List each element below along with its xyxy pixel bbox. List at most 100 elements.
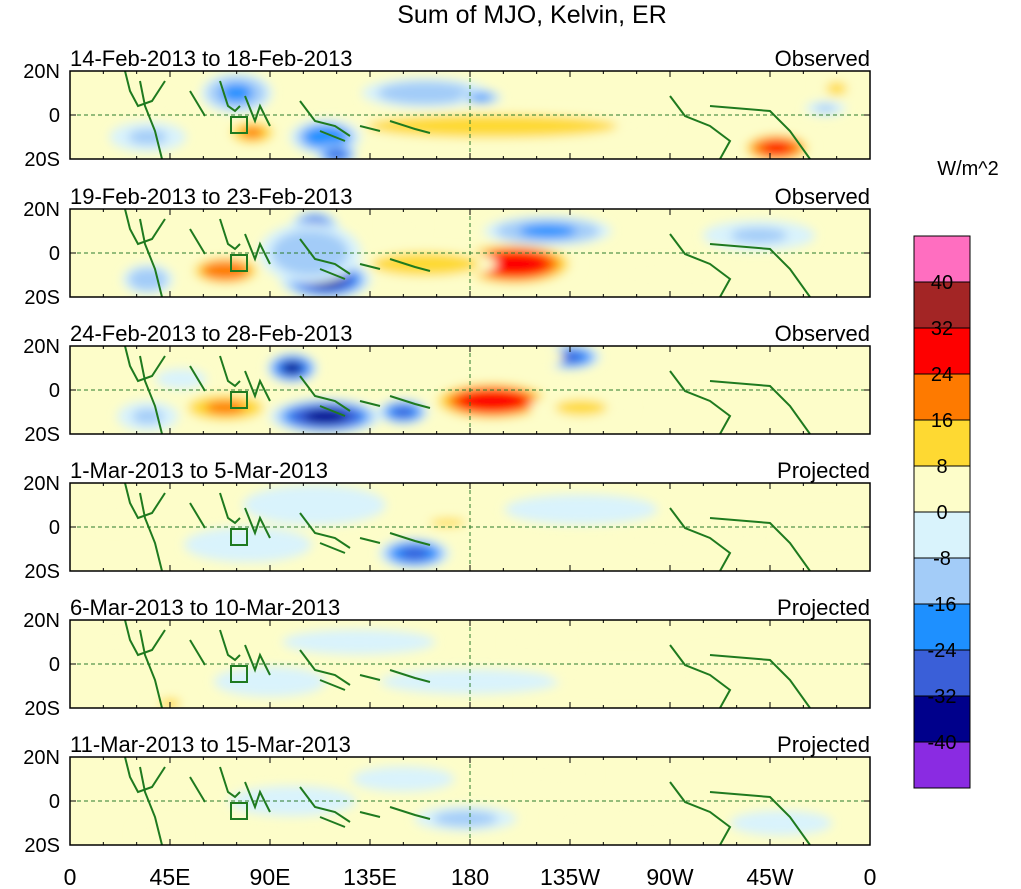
x-tick-label: 45W [746, 864, 794, 889]
region-box [230, 665, 248, 683]
y-tick-label: 20S [24, 287, 60, 309]
y-tick-label: 20N [23, 61, 60, 83]
anomaly-blob [429, 518, 466, 527]
anomaly-blob [577, 667, 674, 683]
x-tick-label: 0 [864, 864, 877, 889]
panel-date-range: 14-Feb-2013 to 18-Feb-2013 [70, 46, 353, 71]
y-tick-label: 20N [23, 473, 60, 495]
anomaly-blob [517, 634, 556, 650]
x-tick-label: 135E [343, 864, 397, 889]
anomaly-blob [399, 547, 430, 560]
colorbar-swatch [913, 419, 971, 467]
colorbar-swatch [913, 327, 971, 375]
anomaly-blob [826, 82, 848, 96]
anomaly-blob [488, 254, 541, 274]
anomaly-blob [637, 265, 703, 285]
anomaly-blob [466, 392, 519, 410]
anomaly-blob [519, 224, 577, 238]
anomaly-blob [557, 351, 583, 363]
y-tick-label: 20S [24, 698, 60, 720]
panel-field [109, 72, 858, 159]
anomaly-blob [282, 362, 303, 374]
anomaly-blob [407, 118, 577, 134]
region-box [230, 528, 248, 546]
x-tick-label: 45E [150, 864, 191, 889]
anomaly-blob [310, 634, 408, 650]
colorbar-swatch [913, 511, 971, 559]
panel: 24-Feb-2013 to 28-Feb-2013 Observed 20N 0 20… [23, 321, 871, 446]
colorbar-swatch [913, 281, 971, 329]
anomaly-blob [390, 220, 417, 233]
colorbar-swatch [913, 649, 971, 697]
anomaly-blob [577, 810, 674, 827]
anomaly-blob [234, 672, 306, 692]
anomaly-blob [413, 673, 527, 690]
panel-status: Observed [775, 184, 870, 209]
panels-group: 14-Feb-2013 to 18-Feb-2013 Observed 20N 0 20… [23, 46, 871, 857]
panel-field [133, 761, 833, 845]
x-tick-label: 180 [451, 864, 489, 889]
panel-date-range: 11-Mar-2013 to 15-Mar-2013 [70, 732, 351, 757]
coastline [124, 620, 811, 708]
x-axis: 0 45E 90E 135E 180 135W 90W 45W 0 [64, 864, 877, 889]
anomaly-blob [730, 227, 788, 244]
anomaly-blob [748, 815, 814, 831]
coastline [124, 71, 811, 159]
panel-date-range: 1-Mar-2013 to 5-Mar-2013 [70, 458, 328, 483]
y-tick-label: 20S [24, 424, 60, 446]
colorbar-label: 8 [936, 456, 947, 478]
y-tick-label: 20S [24, 561, 60, 583]
coastline [124, 757, 811, 845]
y-tick-label: 20N [23, 199, 60, 221]
y-tick-label: 0 [49, 380, 60, 402]
anomaly-blob [433, 810, 498, 827]
anomaly-blob [536, 766, 582, 783]
y-tick-label: 0 [49, 517, 60, 539]
panel-field [117, 346, 633, 434]
colorbar-swatch [913, 741, 971, 789]
panel-status: Projected [777, 595, 870, 620]
x-tick-label: 0 [64, 864, 77, 889]
panel: 6-Mar-2013 to 10-Mar-2013 Projected 20N 0 20… [23, 595, 871, 720]
anomaly-blob [328, 150, 346, 159]
panel-date-range: 24-Feb-2013 to 28-Feb-2013 [70, 321, 353, 346]
anomaly-blob [303, 409, 348, 424]
colorbar-swatch [913, 465, 971, 513]
y-tick-label: 20N [23, 610, 60, 632]
panel-status: Observed [775, 46, 870, 71]
anomaly-blob [205, 400, 247, 415]
anomaly-blob [98, 508, 131, 524]
colorbar-label: -32 [928, 686, 957, 708]
y-tick-label: 0 [49, 243, 60, 265]
region-box [230, 254, 248, 272]
anomaly-blob [95, 634, 134, 650]
x-tick-label: 90E [250, 864, 291, 889]
panel-date-range: 19-Feb-2013 to 23-Feb-2013 [70, 184, 353, 209]
panel-plot-area [70, 757, 870, 845]
colorbar-units: W/m^2 [937, 158, 999, 180]
anomaly-blob [132, 408, 164, 425]
panel: 19-Feb-2013 to 23-Feb-2013 Observed 20N 0 20… [23, 184, 871, 309]
panel-plot-area [70, 71, 870, 159]
panel-status: Observed [775, 321, 870, 346]
panel-status: Projected [777, 458, 870, 483]
panel: 14-Feb-2013 to 18-Feb-2013 Observed 20N 0 20… [23, 46, 871, 171]
anomaly-blob [165, 372, 198, 386]
panel-plot-area [70, 346, 870, 434]
panel-field [83, 629, 746, 708]
anomaly-blob [801, 519, 850, 535]
colorbar-label: -8 [933, 548, 951, 570]
anomaly-blob [393, 85, 458, 101]
anomaly-blob [532, 499, 630, 519]
anomaly-blob [208, 263, 243, 278]
anomaly-blob [815, 104, 836, 113]
panel: 11-Mar-2013 to 15-Mar-2013 Projected 20N 0 2… [23, 732, 871, 857]
anomaly-blob [698, 788, 731, 801]
anomaly-blob [309, 129, 342, 145]
colorbar-label: 40 [931, 272, 953, 294]
colorbar-label: -40 [928, 732, 957, 754]
coastline [124, 209, 811, 297]
colorbar-label: 32 [931, 318, 953, 340]
anomaly-blob [134, 271, 161, 288]
region-box [230, 802, 248, 820]
